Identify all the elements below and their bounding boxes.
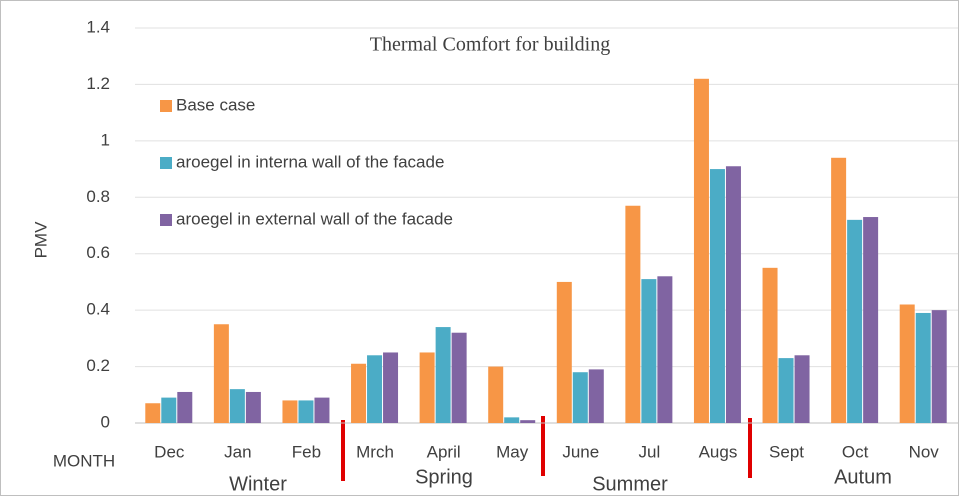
- x-tick-label: April: [427, 442, 461, 461]
- bar: [383, 352, 399, 423]
- x-tick-label: Jul: [639, 442, 661, 461]
- y-axis-label: PMV: [31, 221, 50, 259]
- legend-swatch: [160, 214, 172, 226]
- bar: [693, 78, 709, 424]
- x-tick-label: Feb: [292, 442, 321, 461]
- bar: [314, 397, 330, 423]
- y-tick-label: 1: [101, 130, 110, 149]
- bar: [863, 217, 879, 423]
- x-tick-label: June: [562, 442, 599, 461]
- bar: [831, 157, 847, 424]
- y-tick-label: 0: [101, 412, 110, 431]
- bar: [794, 355, 810, 423]
- legend-label: aroegel in interna wall of the facade: [176, 152, 444, 171]
- bar: [657, 276, 673, 423]
- bar: [367, 355, 383, 423]
- bar: [847, 219, 863, 423]
- bar: [931, 310, 947, 423]
- bar: [915, 312, 931, 423]
- x-tick-label: Augs: [699, 442, 738, 461]
- bar: [488, 366, 504, 423]
- x-tick-label: May: [496, 442, 529, 461]
- y-tick-label: 0.6: [86, 243, 110, 262]
- x-tick-label: Nov: [909, 442, 940, 461]
- bar: [298, 400, 314, 423]
- bar: [520, 420, 536, 423]
- bar: [625, 205, 641, 423]
- bar: [229, 389, 245, 423]
- bar: [899, 304, 915, 423]
- bar: [351, 363, 367, 423]
- y-tick-label: 0.8: [86, 187, 110, 206]
- bar: [762, 267, 778, 423]
- x-tick-label: Mrch: [356, 442, 394, 461]
- x-tick-label: Dec: [154, 442, 185, 461]
- bar: [556, 281, 572, 423]
- bar: [778, 358, 794, 423]
- season-label: Winter: [229, 473, 287, 495]
- season-label: Summer: [592, 473, 668, 495]
- legend-swatch: [160, 100, 172, 112]
- y-tick-label: 1.2: [86, 74, 110, 93]
- x-axis-label: MONTH: [53, 451, 115, 470]
- chart-title: Thermal Comfort for building: [370, 34, 611, 56]
- bar: [161, 397, 177, 423]
- bar: [641, 279, 657, 423]
- bar: [145, 403, 161, 423]
- season-label: Autum: [834, 466, 892, 488]
- y-tick-label: 0.2: [86, 356, 110, 375]
- bar: [588, 369, 604, 423]
- bar: [435, 327, 451, 423]
- legend-label: aroegel in external wall of the facade: [176, 209, 453, 228]
- season-label: Spring: [415, 466, 473, 488]
- x-tick-label: Jan: [224, 442, 251, 461]
- legend-swatch: [160, 157, 172, 169]
- bar: [282, 400, 298, 423]
- legend-label: Base case: [176, 95, 255, 114]
- bar: [709, 169, 725, 423]
- y-tick-label: 0.4: [86, 300, 110, 319]
- bar: [245, 391, 261, 423]
- x-tick-label: Oct: [842, 442, 869, 461]
- bar: [177, 391, 193, 423]
- bar: [419, 352, 435, 423]
- bar: [213, 324, 229, 423]
- bar: [572, 372, 588, 423]
- x-tick-label: Sept: [769, 442, 804, 461]
- y-tick-label: 1.4: [86, 17, 110, 36]
- bar: [725, 166, 741, 423]
- bar: [451, 332, 467, 423]
- bar: [504, 417, 520, 423]
